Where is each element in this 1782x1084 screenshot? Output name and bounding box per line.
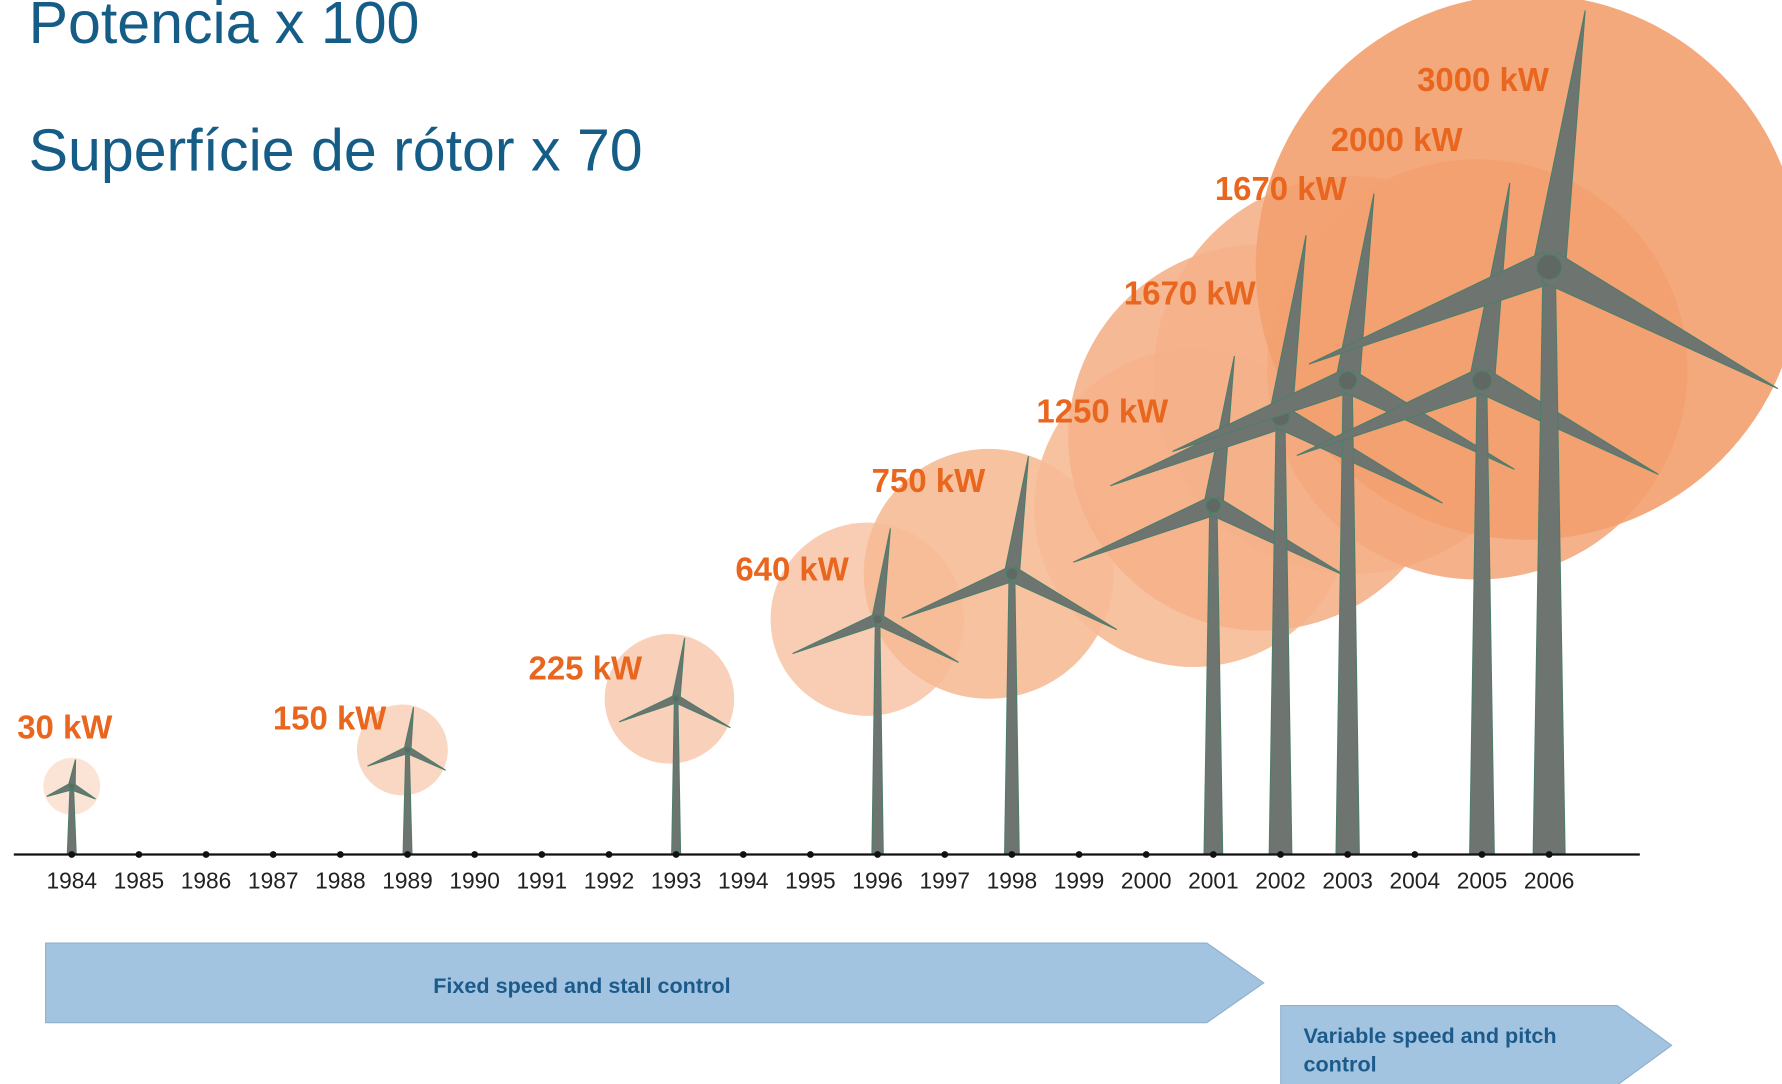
year-label: 1986 bbox=[181, 868, 232, 894]
year-label: 1994 bbox=[718, 868, 769, 894]
power-label: 150 kW bbox=[273, 699, 387, 736]
year-label: 1996 bbox=[852, 868, 903, 894]
title-line: Superfície de rótor x 70 bbox=[29, 117, 643, 183]
year-label: 1987 bbox=[248, 868, 299, 894]
year-dot bbox=[1546, 851, 1553, 858]
year-label: 1995 bbox=[785, 868, 836, 894]
year-dot bbox=[1411, 851, 1418, 858]
year-dot bbox=[740, 851, 747, 858]
power-label: 640 kW bbox=[735, 551, 849, 588]
year-dot bbox=[68, 851, 75, 858]
year-dot bbox=[1344, 851, 1351, 858]
year-label: 1988 bbox=[315, 868, 366, 894]
year-dot bbox=[1008, 851, 1015, 858]
year-label: 1984 bbox=[46, 868, 97, 894]
phase-label: Variable speed and pitch control bbox=[1303, 1023, 1610, 1080]
hub bbox=[69, 783, 75, 789]
year-label: 2003 bbox=[1322, 868, 1373, 894]
hub bbox=[673, 696, 679, 702]
year-label: 1989 bbox=[382, 868, 433, 894]
year-label: 1999 bbox=[1054, 868, 1105, 894]
power-label: 750 kW bbox=[872, 462, 986, 499]
year-dot bbox=[1076, 851, 1083, 858]
diagram: Potencia x 100 Superfície de rótor x 70 … bbox=[0, 0, 1782, 1084]
power-label: 2000 kW bbox=[1331, 121, 1464, 158]
power-label: 1250 kW bbox=[1036, 393, 1169, 430]
hub bbox=[405, 747, 411, 753]
year-dot bbox=[1479, 851, 1486, 858]
year-label: 1993 bbox=[651, 868, 702, 894]
power-label: 3000 kW bbox=[1417, 61, 1550, 98]
hub bbox=[873, 615, 882, 624]
year-dot bbox=[337, 851, 344, 858]
year-dot bbox=[1210, 851, 1217, 858]
power-label: 30 kW bbox=[17, 709, 113, 746]
power-label: 1670 kW bbox=[1124, 275, 1257, 312]
year-label: 2005 bbox=[1457, 868, 1508, 894]
hub bbox=[1206, 498, 1220, 512]
hub bbox=[1537, 255, 1562, 280]
year-dot bbox=[807, 851, 814, 858]
year-label: 2002 bbox=[1255, 868, 1306, 894]
year-label: 2004 bbox=[1390, 868, 1441, 894]
year-label: 1997 bbox=[919, 868, 970, 894]
year-dot bbox=[203, 851, 210, 858]
phase-label-box: Variable speed and pitch control bbox=[1303, 1023, 1610, 1084]
year-dot bbox=[538, 851, 545, 858]
year-dot bbox=[673, 851, 680, 858]
year-dot bbox=[135, 851, 142, 858]
year-dot bbox=[404, 851, 411, 858]
power-label: 1670 kW bbox=[1215, 170, 1348, 207]
year-label: 1992 bbox=[584, 868, 635, 894]
hub bbox=[1339, 372, 1357, 390]
year-dot bbox=[941, 851, 948, 858]
year-dot bbox=[606, 851, 613, 858]
year-label: 1990 bbox=[449, 868, 500, 894]
year-label: 2000 bbox=[1121, 868, 1172, 894]
power-label: 225 kW bbox=[529, 649, 643, 686]
year-label: 1985 bbox=[114, 868, 165, 894]
year-label: 2001 bbox=[1188, 868, 1239, 894]
year-dot bbox=[1143, 851, 1150, 858]
hub bbox=[1006, 568, 1017, 579]
year-label: 1998 bbox=[987, 868, 1038, 894]
year-label: 1991 bbox=[517, 868, 568, 894]
year-dot bbox=[1277, 851, 1284, 858]
phase-label: Fixed speed and stall control bbox=[433, 973, 730, 998]
year-dot bbox=[874, 851, 881, 858]
year-label: 2006 bbox=[1524, 868, 1575, 894]
title-line: Potencia x 100 bbox=[29, 0, 420, 56]
year-dot bbox=[471, 851, 478, 858]
hub bbox=[1473, 371, 1492, 390]
year-dot bbox=[270, 851, 277, 858]
